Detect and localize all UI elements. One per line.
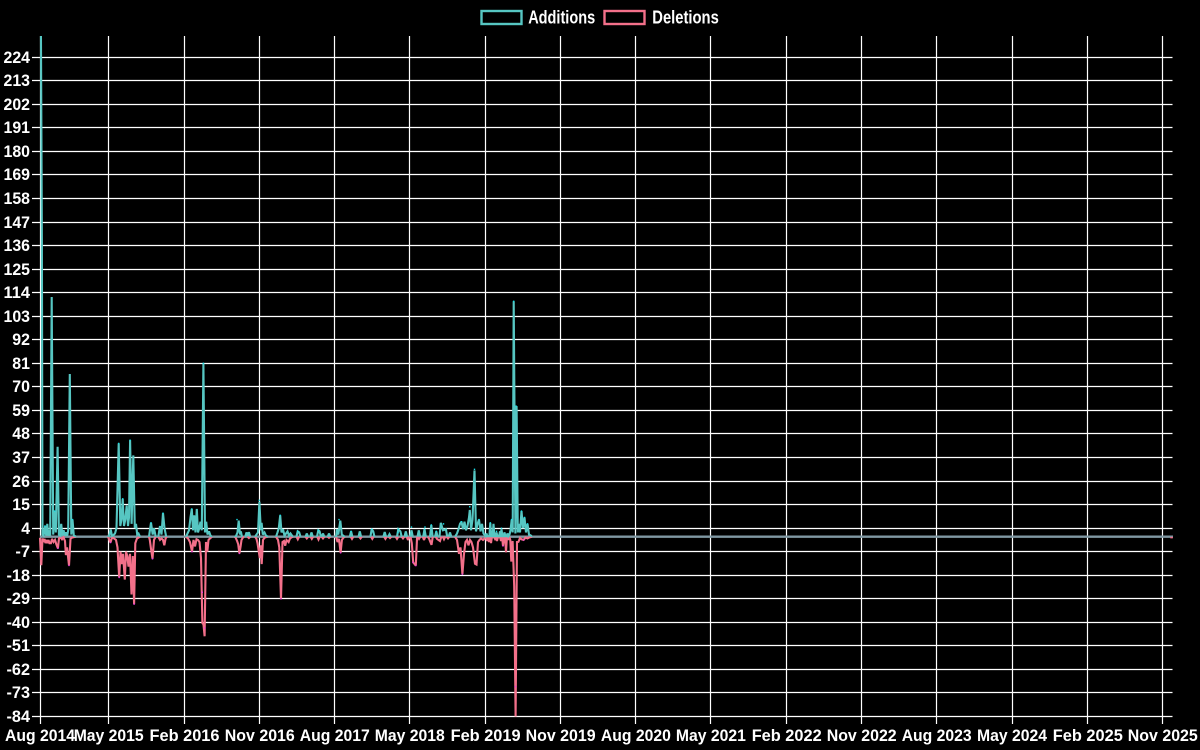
svg-text:-62: -62 — [7, 660, 31, 679]
svg-text:Nov 2016: Nov 2016 — [225, 726, 295, 745]
svg-text:224: 224 — [4, 48, 31, 67]
svg-text:Nov 2019: Nov 2019 — [526, 726, 596, 745]
svg-text:81: 81 — [12, 354, 30, 373]
svg-text:125: 125 — [4, 260, 31, 279]
svg-text:-73: -73 — [7, 683, 31, 702]
svg-text:70: 70 — [12, 377, 30, 396]
svg-text:37: 37 — [12, 448, 30, 467]
svg-text:136: 136 — [4, 236, 31, 255]
svg-text:-84: -84 — [7, 707, 31, 726]
svg-text:May 2024: May 2024 — [977, 726, 1047, 745]
svg-text:26: 26 — [12, 472, 30, 491]
svg-text:48: 48 — [12, 424, 30, 443]
svg-text:213: 213 — [4, 71, 31, 90]
svg-text:191: 191 — [4, 118, 31, 137]
svg-text:Feb 2019: Feb 2019 — [451, 726, 521, 745]
svg-text:-18: -18 — [7, 566, 31, 585]
svg-text:Aug 2020: Aug 2020 — [601, 726, 671, 745]
svg-text:Aug 2017: Aug 2017 — [300, 726, 370, 745]
svg-text:-29: -29 — [7, 589, 31, 608]
svg-text:180: 180 — [4, 142, 31, 161]
svg-text:15: 15 — [12, 495, 30, 514]
svg-text:59: 59 — [12, 401, 30, 420]
svg-text:May 2021: May 2021 — [676, 726, 746, 745]
svg-text:103: 103 — [4, 307, 31, 326]
svg-text:Feb 2016: Feb 2016 — [150, 726, 220, 745]
svg-text:Feb 2025: Feb 2025 — [1053, 726, 1123, 745]
svg-text:92: 92 — [12, 330, 30, 349]
svg-text:-51: -51 — [7, 636, 31, 655]
svg-text:-40: -40 — [7, 613, 31, 632]
svg-text:May 2018: May 2018 — [375, 726, 445, 745]
svg-text:Additions: Additions — [528, 8, 595, 28]
svg-text:Feb 2022: Feb 2022 — [752, 726, 822, 745]
svg-text:May 2015: May 2015 — [74, 726, 144, 745]
svg-text:4: 4 — [21, 519, 30, 538]
svg-text:Nov 2025: Nov 2025 — [1128, 726, 1198, 745]
svg-text:147: 147 — [4, 213, 31, 232]
svg-text:Aug 2014: Aug 2014 — [5, 726, 75, 745]
svg-text:Aug 2023: Aug 2023 — [902, 726, 972, 745]
svg-text:Nov 2022: Nov 2022 — [827, 726, 897, 745]
svg-text:Deletions: Deletions — [652, 8, 719, 28]
svg-text:202: 202 — [4, 95, 31, 114]
svg-text:169: 169 — [4, 165, 31, 184]
svg-text:114: 114 — [4, 283, 31, 302]
svg-text:-7: -7 — [15, 542, 30, 561]
svg-text:158: 158 — [4, 189, 31, 208]
